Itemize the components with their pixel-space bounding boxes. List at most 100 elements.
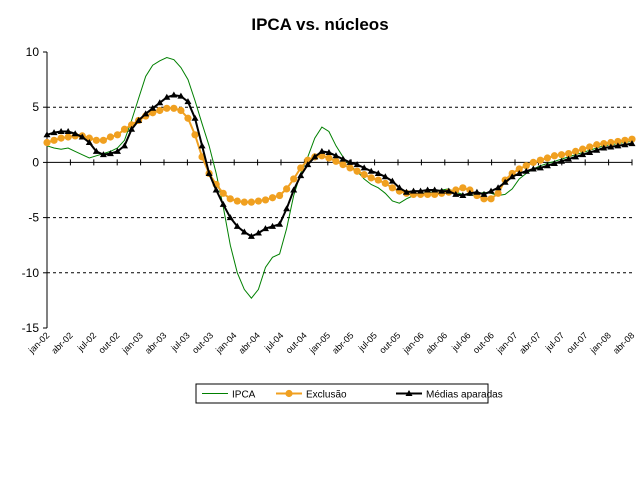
data-point xyxy=(557,151,566,159)
data-point xyxy=(360,170,368,179)
data-point xyxy=(261,196,270,204)
data-point xyxy=(198,142,206,149)
x-tick-label: abr-06 xyxy=(424,330,449,355)
data-point xyxy=(586,148,594,155)
data-point xyxy=(240,228,248,235)
data-point xyxy=(452,186,460,194)
x-tick-label: abr-02 xyxy=(49,330,74,355)
data-point xyxy=(332,157,340,165)
data-point xyxy=(381,179,389,187)
data-point xyxy=(522,167,530,174)
data-point xyxy=(572,147,580,155)
y-tick-label: -5 xyxy=(28,211,39,225)
x-tick-label: jan-05 xyxy=(307,330,332,355)
data-point xyxy=(191,114,199,121)
data-point xyxy=(184,98,192,105)
data-point xyxy=(57,127,65,134)
series-line xyxy=(46,94,633,238)
x-tick-label: out-03 xyxy=(190,330,215,355)
data-point xyxy=(283,185,291,193)
data-point xyxy=(417,187,425,194)
data-point xyxy=(290,186,298,193)
x-tick-label: jan-07 xyxy=(494,330,519,355)
data-point xyxy=(628,140,636,147)
data-point xyxy=(402,188,410,195)
x-tick-label: jul-04 xyxy=(262,330,285,353)
data-point xyxy=(184,114,192,122)
data-point xyxy=(276,220,284,227)
data-point xyxy=(600,140,608,148)
x-tick-label: jul-06 xyxy=(449,330,472,353)
data-point xyxy=(572,153,580,160)
data-point xyxy=(325,154,333,162)
x-tick-label: jan-03 xyxy=(120,330,145,355)
data-point xyxy=(332,152,340,159)
data-point xyxy=(290,175,298,183)
chart-title: IPCA vs. núcleos xyxy=(251,15,388,34)
data-point xyxy=(607,143,615,150)
data-point xyxy=(156,106,164,115)
x-tick-label: out-02 xyxy=(96,330,121,355)
legend-item: IPCA xyxy=(202,390,256,401)
data-point xyxy=(529,158,537,166)
data-point xyxy=(487,195,495,203)
data-point xyxy=(459,184,467,192)
y-tick-label: 10 xyxy=(26,45,40,59)
data-point xyxy=(92,147,100,154)
data-point xyxy=(536,164,544,171)
data-point xyxy=(529,165,537,172)
data-point xyxy=(360,164,368,171)
x-tick-label: out-07 xyxy=(564,330,589,355)
data-point xyxy=(275,191,284,200)
data-point xyxy=(254,229,262,236)
data-point xyxy=(85,139,93,146)
x-tick-label: jul-05 xyxy=(356,330,379,353)
data-point xyxy=(240,198,248,206)
data-point xyxy=(353,167,361,175)
data-point xyxy=(205,169,213,176)
legend-item: Médias aparadas xyxy=(396,390,503,401)
data-point xyxy=(50,136,58,144)
data-point xyxy=(106,133,115,141)
data-point xyxy=(586,143,594,151)
data-point xyxy=(297,172,305,179)
data-point xyxy=(515,169,523,176)
data-point xyxy=(170,91,178,98)
data-point xyxy=(219,189,227,197)
data-point xyxy=(593,146,601,153)
legend-marker xyxy=(405,390,413,396)
data-point xyxy=(113,131,122,139)
legend: IPCA Exclusão Médias aparadas xyxy=(195,383,503,404)
data-point xyxy=(600,144,608,151)
x-tick-label: abr-07 xyxy=(517,330,542,355)
data-point xyxy=(374,169,382,176)
data-point xyxy=(64,127,72,134)
data-point xyxy=(346,164,354,172)
data-point xyxy=(339,155,347,162)
legend-label: Médias aparadas xyxy=(426,390,503,401)
data-point xyxy=(558,157,566,164)
data-point xyxy=(381,173,389,180)
x-tick-label: abr-04 xyxy=(237,330,262,355)
y-tick-label: 0 xyxy=(32,155,39,169)
plot-area xyxy=(47,106,632,274)
data-point xyxy=(99,136,107,144)
data-point xyxy=(494,184,502,191)
data-point xyxy=(121,142,129,149)
data-point xyxy=(628,135,636,143)
data-point xyxy=(410,187,418,194)
data-point xyxy=(50,129,58,136)
data-point xyxy=(339,161,347,169)
data-point xyxy=(128,125,136,132)
data-point xyxy=(226,214,234,221)
data-point xyxy=(501,178,509,185)
data-point xyxy=(92,136,100,144)
y-axis: 10 5 0 -5 -10 -15 xyxy=(22,45,48,335)
data-point xyxy=(177,92,185,99)
data-point xyxy=(466,189,474,196)
data-point xyxy=(564,149,573,158)
data-point xyxy=(57,134,65,142)
data-point xyxy=(106,150,114,157)
data-point xyxy=(247,198,255,206)
